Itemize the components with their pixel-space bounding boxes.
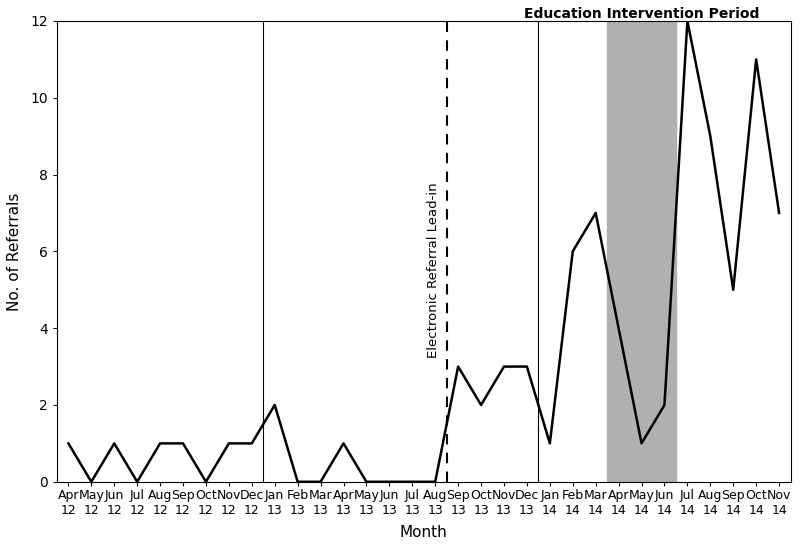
Text: Electronic Referral Lead-in: Electronic Referral Lead-in: [426, 183, 440, 358]
Bar: [607, 21, 676, 482]
X-axis label: Month: Month: [400, 525, 448, 540]
Text: Education Intervention Period: Education Intervention Period: [524, 7, 759, 21]
Y-axis label: No. of Referrals: No. of Referrals: [7, 192, 22, 311]
